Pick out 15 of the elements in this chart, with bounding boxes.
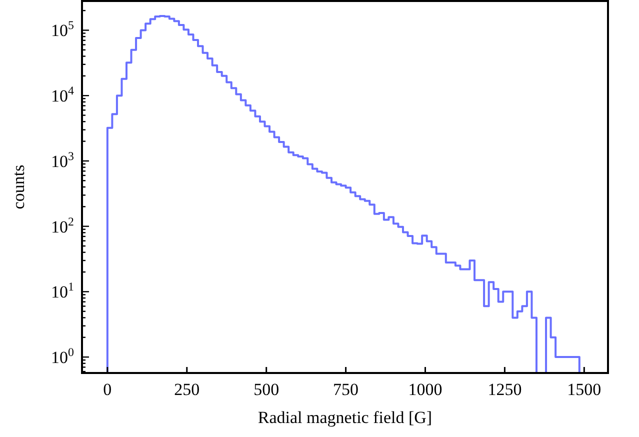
- x-tick-label: 250: [174, 380, 200, 399]
- x-tick-label: 1250: [488, 380, 522, 399]
- x-tick-label: 0: [103, 380, 112, 399]
- y-tick-label: 10$^{3}$: [51, 148, 74, 171]
- y-tick-label: 10$^{5}$: [51, 18, 74, 40]
- y-tick-label: 10$^{2}$: [51, 214, 74, 236]
- x-tick-label: 750: [333, 380, 359, 399]
- y-axis-title: counts: [9, 164, 28, 210]
- x-tick-label: 1500: [567, 380, 602, 399]
- y-tick-label: 10$^{4}$: [51, 84, 74, 106]
- x-tick-label: 500: [254, 380, 280, 399]
- x-tick-label: 1000: [408, 380, 442, 399]
- y-tick-label: 10$^{0}$: [51, 345, 74, 368]
- y-tick-label: 10$^{1}$: [51, 280, 74, 302]
- x-axis-title: Radial magnetic field [G]: [258, 408, 432, 427]
